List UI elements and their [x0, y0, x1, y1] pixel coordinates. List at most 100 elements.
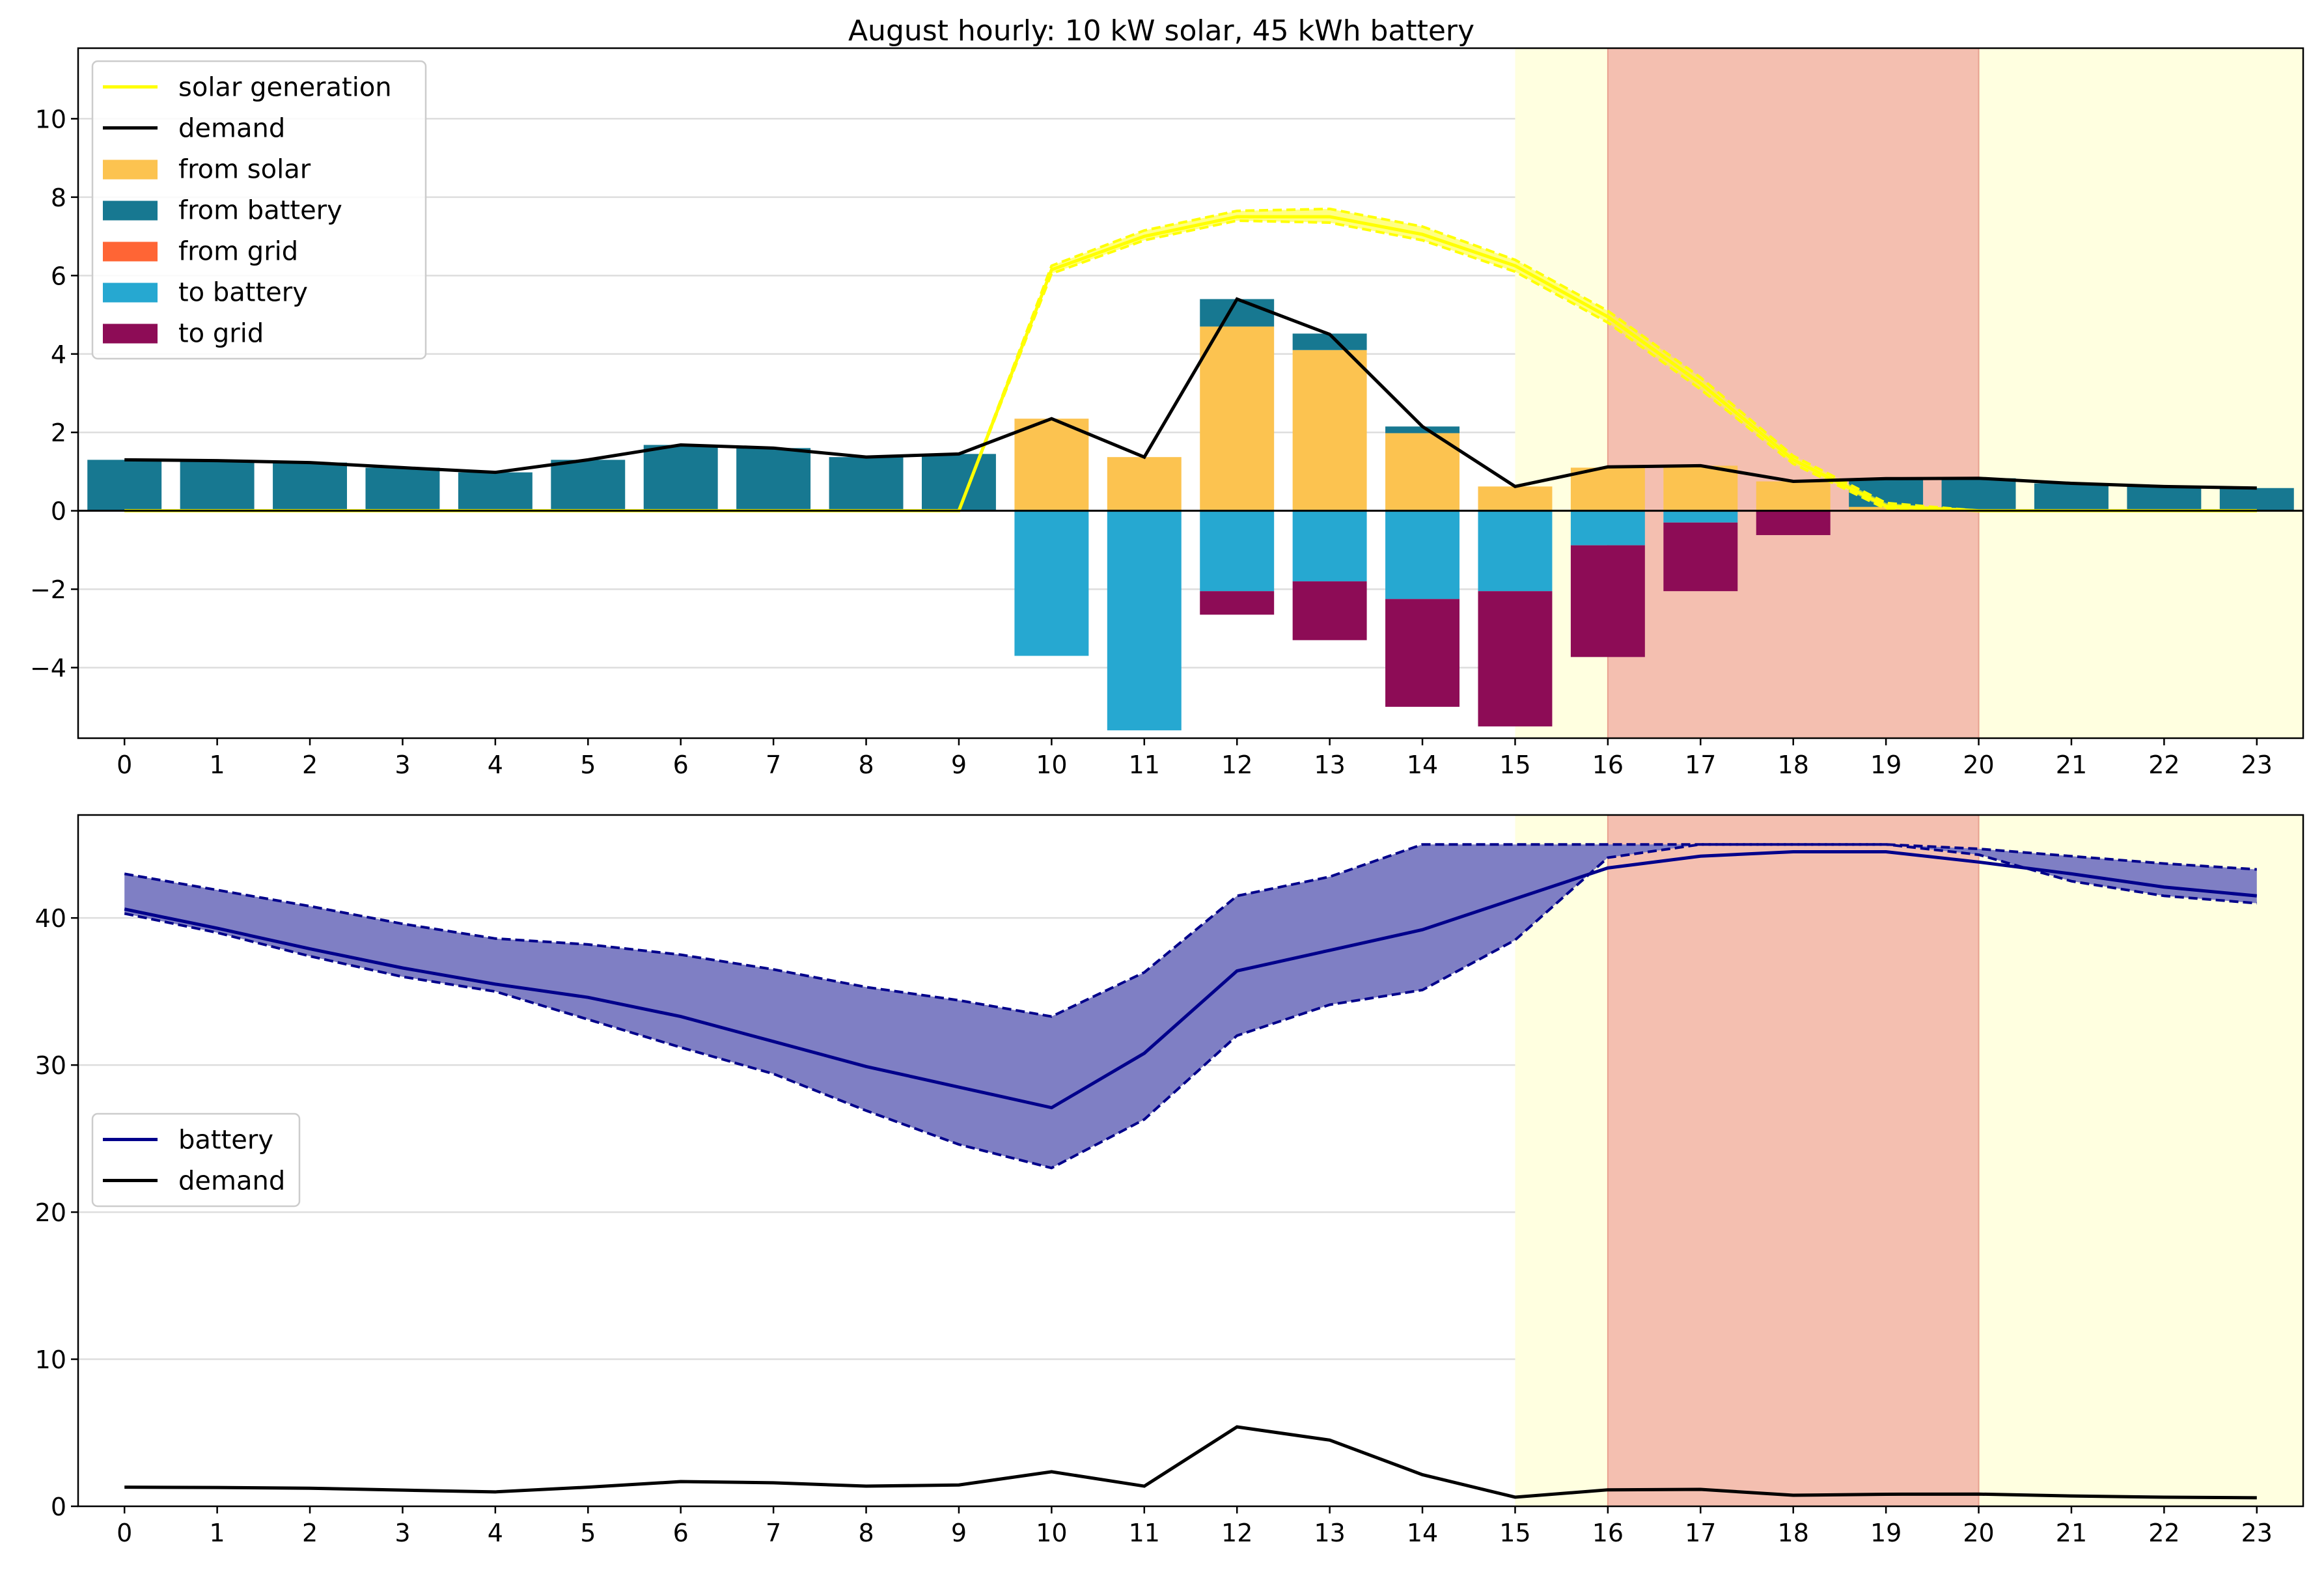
legend-label-solar-generation: solar generation: [178, 73, 392, 103]
bar-from-battery-9: [921, 454, 996, 511]
y-tick-label: −2: [30, 575, 66, 604]
x-tick-label: 18: [1778, 1519, 1809, 1547]
bar-from-battery-5: [551, 460, 626, 511]
bar-to-battery-15: [1478, 510, 1553, 592]
legend-label-from-solar: from solar: [178, 155, 311, 185]
x-tick-label: 14: [1407, 1519, 1438, 1547]
x-tick-label: 15: [1499, 751, 1530, 779]
bar-from-battery-1: [180, 460, 255, 511]
peak-period-shade: [1607, 815, 1980, 1506]
bar-to-battery-17: [1663, 510, 1738, 523]
legend-swatch-to-battery: [103, 283, 158, 303]
legend-label-battery: battery: [178, 1125, 273, 1155]
bar-to-battery-12: [1200, 510, 1275, 592]
bar-to-battery-13: [1292, 510, 1367, 582]
x-tick-label: 5: [580, 1519, 596, 1547]
x-tick-label: 20: [1963, 1519, 1994, 1547]
band-edge-solar-generation: [124, 219, 2257, 512]
x-tick-label: 10: [1036, 1519, 1067, 1547]
legend-swatch-from-battery: [103, 200, 158, 221]
x-tick-label: 20: [1963, 751, 1994, 779]
bar-from-battery-0: [87, 460, 162, 511]
bar-from-battery-3: [365, 467, 440, 511]
bar-from-battery-22: [2127, 486, 2202, 511]
bar-from-battery-6: [643, 445, 718, 511]
bar-from-solar-16: [1570, 467, 1645, 511]
y-tick-label: 0: [51, 497, 66, 526]
legend: solar generation demand from solar from bat…: [91, 60, 427, 360]
x-tick-label: 19: [1870, 751, 1902, 779]
x-tick-label: 17: [1685, 751, 1716, 779]
y-tick-label: 30: [35, 1051, 66, 1080]
x-tick-label: 15: [1499, 1519, 1530, 1547]
peak-period-shade: [1607, 48, 1980, 738]
x-tick-label: 9: [951, 751, 967, 779]
bar-from-battery-4: [458, 472, 533, 511]
x-tick-label: 16: [1592, 751, 1624, 779]
x-tick-label: 17: [1685, 1519, 1716, 1547]
x-tick-label: 2: [302, 1519, 318, 1547]
bar-from-battery-21: [2034, 483, 2109, 511]
bar-from-battery-8: [829, 457, 904, 511]
x-tick-label: 21: [2056, 751, 2087, 779]
x-tick-label: 4: [488, 1519, 503, 1547]
axes-frame: [77, 814, 2304, 1508]
bar-to-grid-13: [1292, 581, 1367, 641]
x-tick-label: 22: [2148, 751, 2179, 779]
x-tick-label: 8: [858, 751, 874, 779]
legend-box: [91, 1112, 301, 1208]
bar-from-solar-14: [1385, 433, 1460, 511]
y-tick-label: 40: [35, 904, 66, 933]
x-tick-label: 7: [766, 1519, 781, 1547]
legend-box: [91, 60, 427, 360]
x-tick-label: 13: [1314, 1519, 1345, 1547]
x-tick-label: 16: [1592, 1519, 1624, 1547]
bar-from-battery-23: [2219, 488, 2294, 511]
plot-area: [78, 48, 2303, 738]
bar-from-solar-10: [1014, 419, 1089, 511]
bar-to-battery-16: [1570, 510, 1645, 545]
x-tick-label: 10: [1036, 751, 1067, 779]
y-tick-label: 10: [35, 105, 66, 133]
x-tick-label: 0: [117, 751, 132, 779]
band-battery: [124, 844, 2257, 1168]
legend-label-from-grid: from grid: [178, 237, 298, 267]
x-tick-label: 21: [2056, 1519, 2087, 1547]
axes-frame: [77, 47, 2304, 739]
x-tick-label: 12: [1221, 751, 1252, 779]
x-tick-label: 3: [394, 1519, 410, 1547]
y-tick-label: 10: [35, 1346, 66, 1374]
chart-title: August hourly: 10 kW solar, 45 kWh batte…: [848, 14, 1474, 48]
x-tick-label: 11: [1129, 1519, 1160, 1547]
plot-area: [78, 815, 2303, 1506]
x-tick-label: 23: [2241, 751, 2273, 779]
x-tick-label: 7: [766, 751, 781, 779]
band-edge-battery: [124, 843, 2257, 1170]
legend-swatch-from-grid: [103, 242, 158, 262]
bar-from-battery-20: [1941, 478, 2016, 511]
x-tick-label: 19: [1870, 1519, 1902, 1547]
bar-to-grid-15: [1478, 591, 1553, 726]
x-tick-label: 14: [1407, 751, 1438, 779]
legend: battery demand: [91, 1112, 301, 1208]
bar-to-grid-14: [1385, 599, 1460, 707]
bar-to-grid-18: [1756, 510, 1831, 536]
x-tick-label: 8: [858, 1519, 874, 1547]
bar-from-solar-18: [1756, 481, 1831, 511]
bar-from-solar-12: [1200, 326, 1275, 511]
x-tick-label: 6: [673, 751, 689, 779]
line-demand: [124, 297, 2257, 490]
bar-to-battery-14: [1385, 510, 1460, 600]
bar-to-battery-10: [1014, 510, 1089, 656]
bar-to-grid-12: [1200, 591, 1275, 615]
bar-from-solar-17: [1663, 465, 1738, 511]
x-tick-label: 6: [673, 1519, 689, 1547]
y-tick-label: 4: [51, 340, 66, 369]
bar-from-battery-14: [1385, 426, 1460, 434]
x-tick-label: 3: [394, 751, 410, 779]
x-tick-label: 0: [117, 1519, 132, 1547]
legend-label-demand: demand: [178, 1167, 285, 1196]
